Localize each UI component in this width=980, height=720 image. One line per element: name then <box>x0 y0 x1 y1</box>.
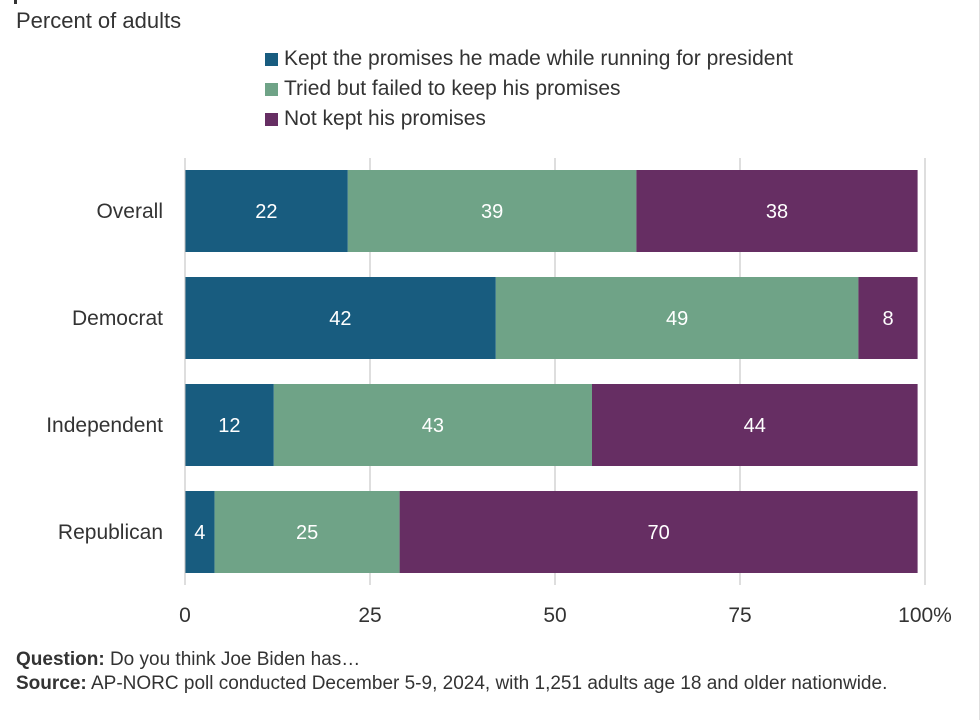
data-label-kept-republican: 4 <box>194 522 205 544</box>
stacked-bar-chart: 0 25 50 75 100% Overall 22 39 38 Democrat 42 49 8 Ind… <box>46 158 952 627</box>
bar-kept-overall <box>185 170 348 252</box>
bar-kept-democrat <box>185 277 496 359</box>
bar-kept-republican <box>185 491 215 573</box>
bar-tried-democrat <box>495 277 859 359</box>
question-text: Do you think Joe Biden has… <box>104 649 361 670</box>
bar-tried-republican <box>214 491 400 573</box>
legend-label-not-kept: Not kept his promises <box>284 107 486 130</box>
bar-tried-overall <box>347 170 637 252</box>
x-tick-label-0: 0 <box>179 604 191 627</box>
bar-not-kept-overall <box>636 170 918 252</box>
x-tick-label-100: 100% <box>898 604 952 627</box>
question-line: Question: Do you think Joe Biden has… <box>16 648 916 672</box>
data-label-not-kept-democrat: 8 <box>882 308 893 330</box>
category-label-democrat: Democrat <box>72 307 163 330</box>
category-label-overall: Overall <box>96 200 163 223</box>
legend-swatch-tried <box>265 82 278 96</box>
question-label: Question: <box>16 649 105 670</box>
category-label-republican: Republican <box>58 521 163 544</box>
legend-swatch-not-kept <box>265 112 278 126</box>
bar-not-kept-independent <box>592 384 918 466</box>
data-label-tried-republican: 25 <box>296 522 318 544</box>
bar-kept-independent <box>185 384 274 466</box>
data-label-not-kept-independent: 44 <box>744 415 766 437</box>
data-label-kept-democrat: 42 <box>329 308 351 330</box>
source-text: AP-NORC poll conducted December 5-9, 202… <box>86 673 888 694</box>
data-label-not-kept-overall: 38 <box>766 201 788 223</box>
chart-subtitle: Percent of adults <box>16 8 182 33</box>
bar-not-kept-republican <box>399 491 918 573</box>
legend-item-not-kept: Not kept his promises <box>265 104 793 134</box>
category-label-independent: Independent <box>46 414 163 437</box>
x-tick-label-50: 50 <box>543 604 566 627</box>
x-tick-label-75: 75 <box>728 604 751 627</box>
x-tick-label-25: 25 <box>358 604 381 627</box>
data-label-kept-independent: 12 <box>218 415 240 437</box>
data-label-tried-overall: 39 <box>481 201 503 223</box>
data-label-not-kept-republican: 70 <box>647 522 669 544</box>
bar-tried-independent <box>273 384 592 466</box>
legend-item-kept: Kept the promises he made while running … <box>265 44 793 74</box>
legend-item-tried: Tried but failed to keep his promises <box>265 74 793 104</box>
legend-label-tried: Tried but failed to keep his promises <box>284 77 621 100</box>
bar-not-kept-democrat <box>858 277 918 359</box>
source-label: Source: <box>16 673 87 694</box>
title-fragment <box>14 0 17 4</box>
legend-swatch-kept <box>265 52 278 66</box>
data-label-tried-independent: 43 <box>422 415 444 437</box>
data-label-tried-democrat: 49 <box>666 308 688 330</box>
source-line: Source: AP-NORC poll conducted December … <box>16 672 916 696</box>
footnote: Question: Do you think Joe Biden has… So… <box>16 648 916 696</box>
legend-label-kept: Kept the promises he made while running … <box>284 47 793 70</box>
data-label-kept-overall: 22 <box>255 201 277 223</box>
legend: Kept the promises he made while running … <box>265 44 793 134</box>
